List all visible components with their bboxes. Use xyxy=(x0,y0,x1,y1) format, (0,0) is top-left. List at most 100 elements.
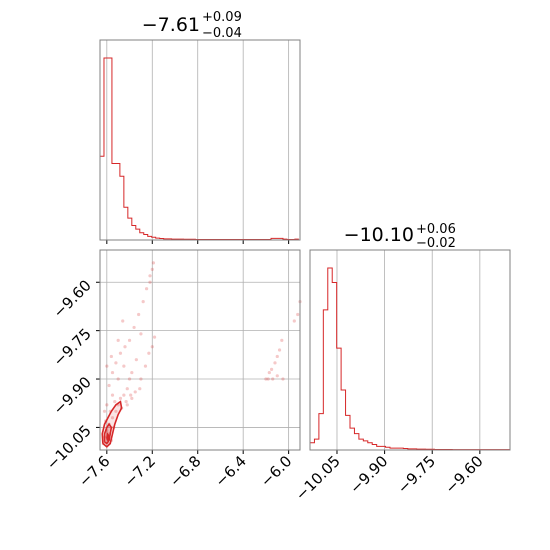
hist1-title-value: −7.61 xyxy=(142,14,200,36)
scatter-point xyxy=(150,267,154,271)
scatter-point xyxy=(148,274,152,278)
scatter-point xyxy=(273,361,277,365)
scatter-point xyxy=(105,364,109,368)
hist1-bar xyxy=(108,58,112,240)
hist2-bar xyxy=(354,434,358,450)
hist2-bar xyxy=(337,348,341,450)
scatter-point xyxy=(110,393,115,397)
scatter-tick-label-x: −7.6 xyxy=(75,452,113,490)
scatter-point xyxy=(143,364,148,368)
hist2-bar xyxy=(359,439,363,450)
scatter-point xyxy=(296,312,300,317)
hist2-bar xyxy=(377,446,381,450)
scatter-tick-label-y: −9.90 xyxy=(50,373,95,418)
hist2-bar xyxy=(314,439,318,450)
scatter-point xyxy=(271,377,275,381)
hist2-tick-label-x: −10.05 xyxy=(292,452,344,504)
scatter-point xyxy=(138,387,142,391)
scatter-point xyxy=(130,396,134,400)
scatter-point xyxy=(137,312,141,317)
hist2-bar xyxy=(381,446,385,450)
scatter-point xyxy=(133,390,137,394)
hist1-bar xyxy=(116,164,120,240)
scatter-point xyxy=(264,377,268,381)
hist1-bar xyxy=(112,164,116,240)
histogram-panel-param2: −10.05 −9.90 −9.75 −9.60 xyxy=(292,249,511,504)
scatter-tick-label-x: −6.4 xyxy=(212,452,250,490)
scatter-point xyxy=(109,354,113,359)
hist2-tick-label-x: −9.75 xyxy=(394,452,439,497)
scatter-point xyxy=(113,400,117,404)
hist2-bar xyxy=(323,310,327,450)
scatter-point xyxy=(118,396,123,400)
scatter-point xyxy=(122,393,126,397)
scatter-point xyxy=(107,383,111,388)
scatter-point xyxy=(123,345,127,349)
hist1-title-plus: +0.09 xyxy=(202,10,242,25)
hist1-step-line xyxy=(99,57,299,240)
hist2-bar xyxy=(332,283,336,450)
histogram-panel-param1 xyxy=(99,39,301,244)
hist1-bar xyxy=(124,207,128,240)
scatter-point xyxy=(132,325,136,330)
scatter-point xyxy=(125,387,129,391)
scatter-point xyxy=(114,409,118,413)
hist1-frame xyxy=(99,39,301,241)
scatter-point xyxy=(266,377,270,381)
scatter-tick-label-x: −6.8 xyxy=(166,452,204,490)
scatter-tick-label-x: −6.0 xyxy=(257,452,295,490)
hist2-bar xyxy=(346,415,350,450)
scatter-point xyxy=(281,377,285,381)
scatter-point xyxy=(151,261,156,265)
hist1-bar xyxy=(120,176,124,240)
scatter-point xyxy=(110,370,115,375)
hist2-bar xyxy=(310,443,314,450)
scatter-point xyxy=(116,377,120,381)
scatter-point xyxy=(147,351,151,355)
hist2-bar xyxy=(372,445,376,450)
hist1-bar xyxy=(100,156,104,240)
scatter-point xyxy=(102,409,107,413)
scatter-point xyxy=(105,403,109,407)
hist2-bar xyxy=(328,268,332,450)
scatter-point xyxy=(275,354,279,359)
hist1-title-minus: −0.04 xyxy=(202,26,242,41)
scatter-point xyxy=(269,367,274,371)
scatter-point xyxy=(139,377,143,381)
scatter-point xyxy=(110,416,115,420)
scatter-point xyxy=(114,361,118,365)
hist2-bar xyxy=(350,428,354,450)
hist1-bar xyxy=(128,218,132,240)
hist2-bar xyxy=(368,443,372,450)
scatter-point xyxy=(127,338,132,342)
scatter-point xyxy=(275,374,279,378)
scatter-point xyxy=(144,287,149,291)
scatter-point xyxy=(124,400,128,404)
scatter-point xyxy=(134,358,138,362)
hist1-bar xyxy=(148,236,152,240)
hist2-bar xyxy=(319,414,323,450)
scatter-point xyxy=(277,348,282,352)
scatter-point xyxy=(141,300,145,304)
hist1-bar xyxy=(140,233,144,240)
scatter-point xyxy=(150,345,154,349)
scatter-point xyxy=(267,370,271,375)
hist2-frame xyxy=(309,249,511,451)
scatter-point xyxy=(118,351,123,355)
hist2-bar xyxy=(341,390,345,450)
scatter-point xyxy=(292,319,296,323)
scatter-point xyxy=(116,338,120,342)
scatter-panel-joint: −7.6 −7.2 −6.8 −6.4 −6.0−9.60−9.75−9.90−10.0… xyxy=(43,249,302,491)
scatter-point xyxy=(130,370,134,375)
scatter-point xyxy=(152,335,157,339)
hist1-bar xyxy=(136,229,140,240)
scatter-point xyxy=(148,280,152,284)
hist1-bar xyxy=(104,58,108,240)
scatter-contour xyxy=(106,431,110,443)
scatter-point xyxy=(129,393,133,397)
hist2-tick-label-x: −9.60 xyxy=(441,452,486,497)
hist1-bar xyxy=(144,235,148,240)
scatter-point xyxy=(280,338,284,342)
hist2-title-plus: +0.06 xyxy=(416,222,456,237)
